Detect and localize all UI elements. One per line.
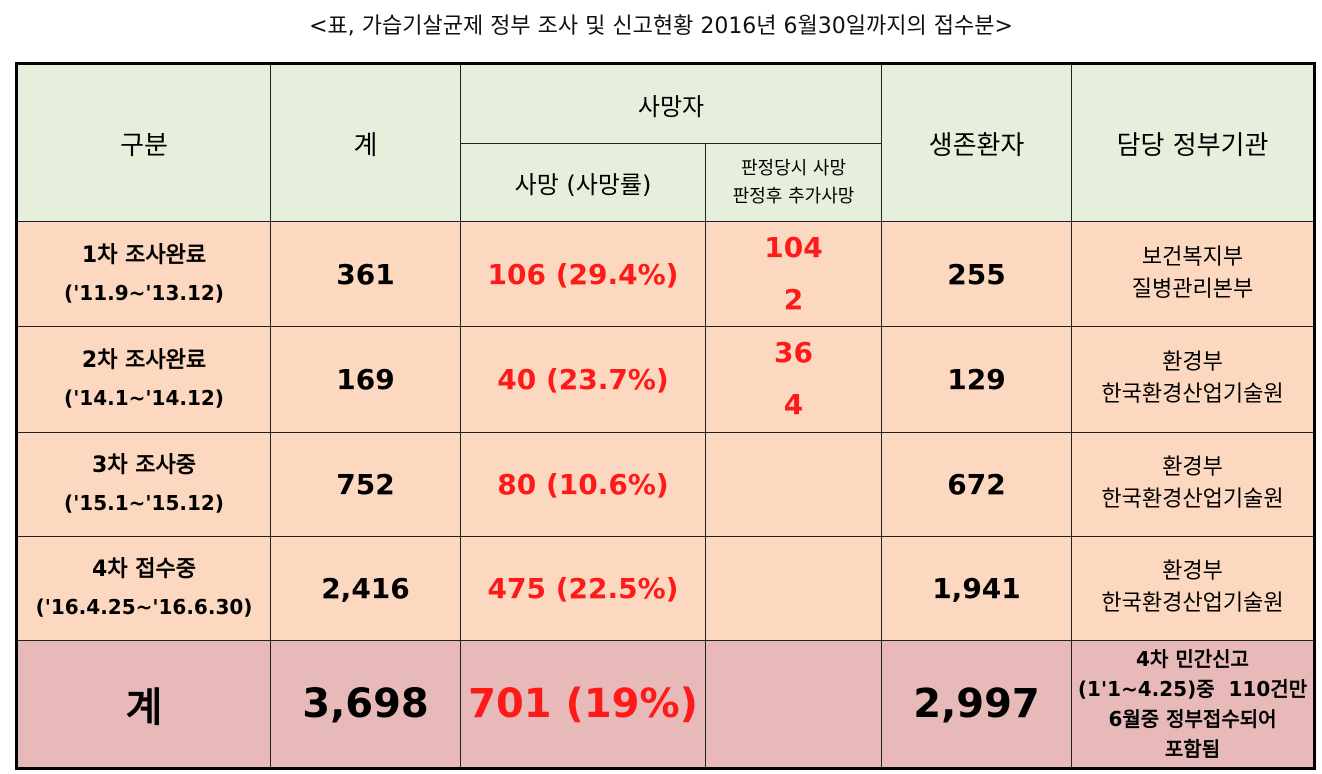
- header-agency: 담당 정부기관: [1071, 62, 1315, 223]
- row-agency: 환경부 한국환경산업기술원: [1071, 535, 1315, 641]
- row-deaths: 40 (23.7%): [460, 326, 706, 433]
- row-death-breakdown: [705, 535, 882, 641]
- row-death-breakdown: 104 2: [705, 221, 882, 328]
- total-deaths: 701 (19%): [460, 639, 706, 770]
- row-agency: 환경부 한국환경산업기술원: [1071, 431, 1315, 537]
- row-title: 4차 접수중: [92, 557, 196, 583]
- row-total: 752: [270, 431, 461, 537]
- total-note-line1: 4차 민간신고: [1136, 646, 1249, 671]
- row-agency-line1: 환경부: [1162, 350, 1223, 376]
- total-note: 4차 민간신고 (1'1~4.25)중 110건만 6월중 정부접수되어 포함됨: [1071, 639, 1315, 770]
- victims-status-table: 구분 계 사망자 생존환자 담당 정부기관 사망 (사망률) 판정당시 사망 판…: [15, 62, 1316, 770]
- table-caption: <표, 가습기살균제 정부 조사 및 신고현황 2016년 6월30일까지의 접…: [309, 14, 1013, 39]
- row-title: 2차 조사완료: [81, 348, 207, 374]
- row-title: 3차 조사중: [92, 453, 196, 479]
- row-period: ('15.1~'15.12): [64, 491, 224, 516]
- row-deaths: 80 (10.6%): [460, 431, 706, 537]
- row-category: 4차 접수중 ('16.4.25~'16.6.30): [16, 535, 271, 641]
- row-period: ('16.4.25~'16.6.30): [35, 595, 253, 620]
- row-death-breakdown: [705, 431, 882, 537]
- header-row-bottom: 사망 (사망률) 판정당시 사망 판정후 추가사망: [17, 143, 1315, 223]
- header-deaths: 사망 (사망률): [460, 143, 706, 223]
- total-death-breakdown: [705, 639, 882, 770]
- total-label: 계: [16, 639, 271, 770]
- total-row: 계 3,698 701 (19%) 2,997 4차 민간신고 (1'1~4.2…: [16, 639, 1315, 770]
- row-total: 169: [270, 326, 461, 433]
- table-row: 4차 접수중 ('16.4.25~'16.6.30) 2,416 475 (22…: [16, 535, 1315, 641]
- header-death-breakdown-line2: 판정후 추가사망: [732, 185, 855, 207]
- row-death-after: 4: [783, 388, 804, 422]
- header-row-top: 구분 계 사망자 생존환자 담당 정부기관: [16, 62, 1315, 223]
- row-agency-line2: 질병관리본부: [1131, 277, 1254, 303]
- row-agency: 보건복지부 질병관리본부: [1071, 221, 1315, 328]
- row-death-after: 2: [783, 283, 804, 317]
- row-category: 1차 조사완료 ('11.9~'13.12): [16, 221, 271, 328]
- row-category: 2차 조사완료 ('14.1~'14.12): [16, 326, 271, 433]
- row-agency-line2: 한국환경산업기술원: [1101, 487, 1284, 513]
- table-row: 1차 조사완료 ('11.9~'13.12) 361 106 (29.4%) 1…: [16, 221, 1315, 328]
- total-survivors: 2,997: [881, 639, 1072, 770]
- header-category: 구분: [16, 62, 271, 223]
- row-survivors: 255: [881, 221, 1072, 328]
- row-deaths: 475 (22.5%): [460, 535, 706, 641]
- row-period: ('14.1~'14.12): [64, 386, 224, 411]
- header-deaths-group: 사망자: [460, 62, 882, 145]
- total-count: 3,698: [270, 639, 461, 770]
- row-survivors: 129: [881, 326, 1072, 433]
- row-deaths: 106 (29.4%): [460, 221, 706, 328]
- table-row: 3차 조사중 ('15.1~'15.12) 752 80 (10.6%) 672…: [16, 431, 1315, 537]
- header-death-breakdown: 판정당시 사망 판정후 추가사망: [705, 143, 882, 223]
- row-total: 361: [270, 221, 461, 328]
- total-note-line2: (1'1~4.25)중 110건만: [1077, 676, 1308, 701]
- row-agency-line2: 한국환경산업기술원: [1101, 591, 1284, 617]
- row-total: 2,416: [270, 535, 461, 641]
- row-period: ('11.9~'13.12): [64, 281, 224, 306]
- row-death-at-judgment: 104: [764, 231, 823, 265]
- row-death-at-judgment: 36: [774, 336, 813, 370]
- header-total: 계: [270, 62, 461, 223]
- row-agency-line1: 환경부: [1162, 559, 1223, 585]
- row-category: 3차 조사중 ('15.1~'15.12): [16, 431, 271, 537]
- row-survivors: 1,941: [881, 535, 1072, 641]
- total-note-line3: 6월중 정부접수되어: [1108, 706, 1277, 731]
- header-death-breakdown-line1: 판정당시 사망: [740, 157, 847, 179]
- row-title: 1차 조사완료: [81, 243, 207, 269]
- row-agency-line1: 환경부: [1162, 455, 1223, 481]
- total-note-line4: 포함됨: [1164, 736, 1221, 761]
- row-agency: 환경부 한국환경산업기술원: [1071, 326, 1315, 433]
- row-agency-line1: 보건복지부: [1141, 245, 1244, 271]
- table-row: 2차 조사완료 ('14.1~'14.12) 169 40 (23.7%) 36…: [16, 326, 1315, 433]
- row-death-breakdown: 36 4: [705, 326, 882, 433]
- row-survivors: 672: [881, 431, 1072, 537]
- header-survivors: 생존환자: [881, 62, 1072, 223]
- row-agency-line2: 한국환경산업기술원: [1101, 382, 1284, 408]
